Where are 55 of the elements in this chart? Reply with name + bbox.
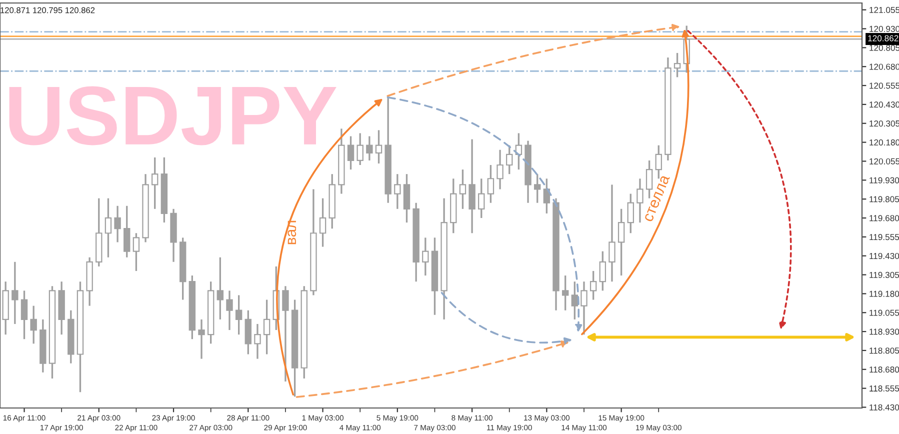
ref-line-label: 120.862	[868, 35, 898, 42]
candlestick	[394, 173, 401, 210]
text: USDJPY	[9, 86, 336, 146]
candlestick	[347, 135, 354, 170]
candlestick	[198, 318, 205, 360]
y-tick-label: 118.430	[870, 404, 899, 410]
candlestick	[459, 168, 466, 210]
candlestick	[562, 274, 569, 312]
candlestick	[263, 298, 270, 356]
candlestick	[30, 304, 37, 344]
y-tick-label: 119.930	[870, 177, 899, 184]
candlestick	[636, 178, 644, 224]
candlestick	[590, 270, 597, 301]
candlestick	[580, 280, 588, 336]
candlestick	[12, 261, 18, 325]
candlestick	[356, 132, 364, 166]
candlestick	[375, 129, 382, 164]
candlestick	[124, 205, 130, 258]
candlestick	[478, 178, 485, 219]
candlestick	[627, 192, 634, 234]
candlestick	[20, 290, 28, 340]
y-tick-label: 119.805	[870, 196, 899, 202]
candlestick	[618, 208, 625, 276]
candlestick	[282, 285, 289, 382]
y-tick-label: 118.930	[870, 328, 899, 335]
candlestick	[366, 135, 373, 162]
candlestick	[496, 149, 504, 190]
candlestick	[319, 197, 326, 248]
y-tick-label: 119.180	[870, 290, 899, 297]
candlestick	[235, 294, 242, 336]
annotation: стелла	[644, 174, 670, 222]
y-tick-label: 118.555	[870, 385, 899, 392]
y-tick-label: 119.430	[870, 252, 899, 260]
candlestick	[487, 164, 494, 204]
candlestick	[534, 173, 541, 204]
candlestick	[254, 323, 261, 360]
candlestick	[422, 236, 429, 276]
y-tick-label: 119.555	[870, 234, 899, 240]
candlestick	[152, 156, 158, 210]
candlestick	[599, 250, 606, 292]
candlestick	[114, 205, 121, 244]
y-tick-label: 118.680	[870, 366, 899, 373]
candlestick	[104, 197, 112, 258]
candlestick	[674, 52, 681, 78]
candlestick	[226, 290, 233, 331]
y-tick-label: 118.805	[870, 348, 899, 354]
y-tick-label: 119.055	[870, 310, 899, 316]
candlestick	[216, 256, 224, 320]
candlestick	[608, 184, 616, 282]
candlestick	[132, 232, 140, 272]
y-tick-label: 119.680	[870, 215, 899, 222]
y-tick-label: 119.305	[870, 272, 899, 278]
candlestick	[571, 280, 578, 320]
annotation: 120.871 120.795 120.862	[0, 7, 95, 14]
candlestick	[506, 144, 513, 175]
